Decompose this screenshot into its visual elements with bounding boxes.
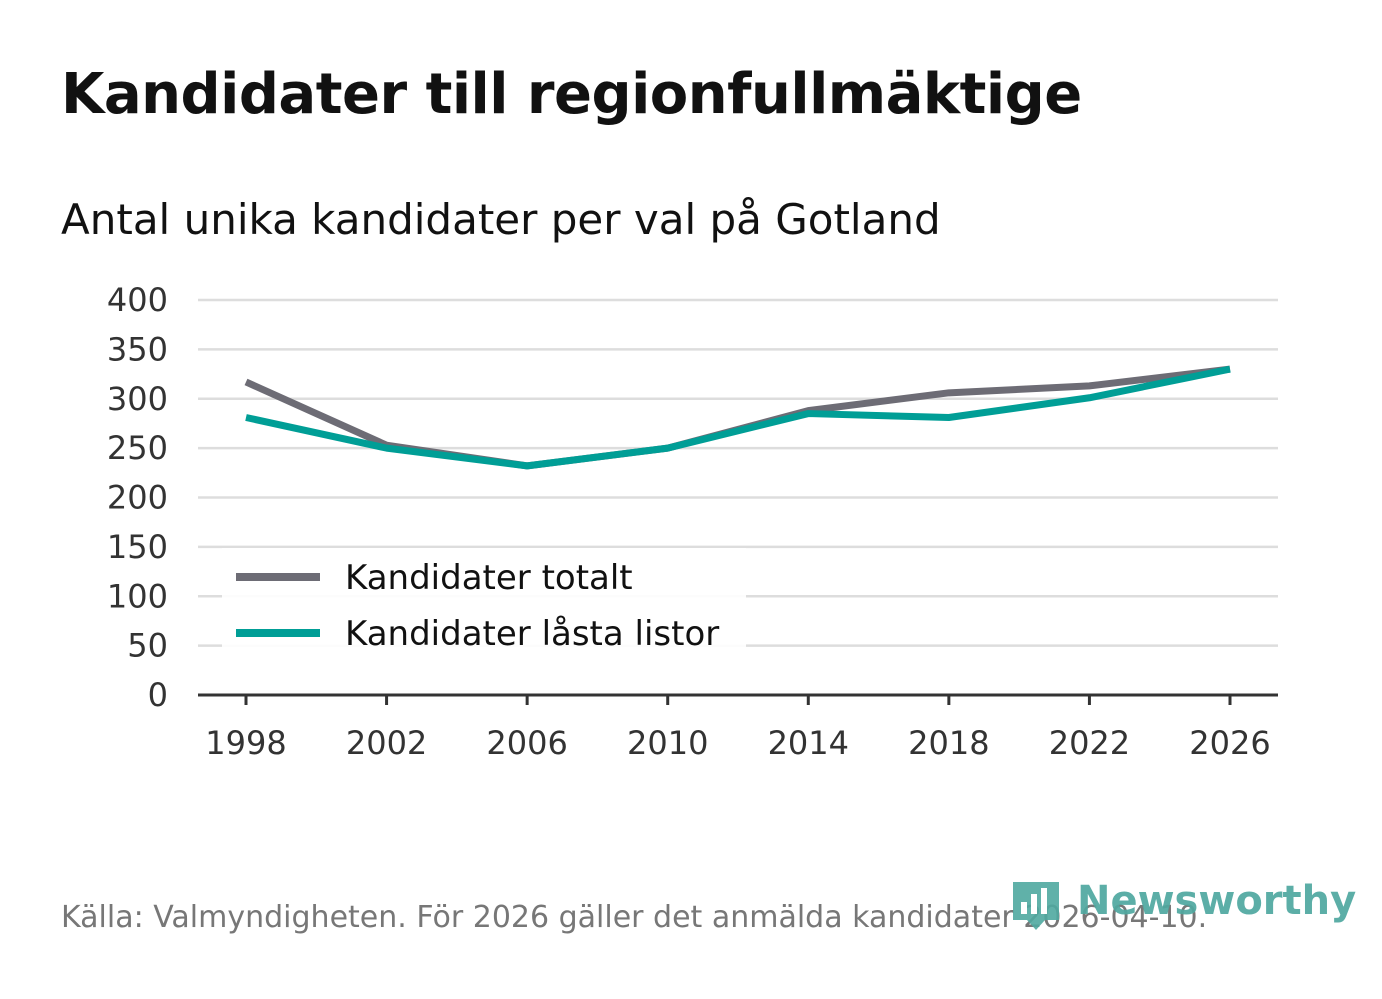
chart-title: Kandidater till regionfullmäktige [61,62,1082,127]
x-tick-label: 2022 [1049,724,1130,762]
x-tick-label: 2014 [768,724,849,762]
x-axis: 1998 2002 2006 2010 2014 2018 2022 2026 [198,693,1278,762]
legend-label: Kandidater totalt [345,558,633,598]
y-tick-label: 350 [107,330,168,368]
x-tick-label: 2010 [627,724,708,762]
legend-label: Kandidater låsta listor [345,614,719,654]
y-tick-label: 50 [127,627,168,665]
x-tick-label: 2002 [346,724,427,762]
series-lines [244,365,1231,470]
y-tick-label: 250 [107,429,168,467]
x-tick-label: 1998 [205,724,286,762]
line-chart: 0 50 100 150 200 250 300 350 400 1998 2002 2006 201… [107,281,1278,762]
bar-chart-icon [1013,882,1059,930]
x-tick-label: 2026 [1189,724,1270,762]
newsworthy-logo: Newsworthy [1011,878,1356,948]
y-tick-label: 100 [107,577,168,615]
y-axis-ticks: 0 50 100 150 200 250 300 350 400 [107,281,168,714]
legend: Kandidater totalt Kandidater låsta listor [222,548,746,654]
y-tick-label: 400 [107,281,168,319]
y-tick-label: 300 [107,380,168,418]
chart-subtitle: Antal unika kandidater per val på Gotlan… [61,195,941,244]
x-tick-label: 2006 [486,724,567,762]
x-tick-label: 2018 [908,724,989,762]
logo-wordmark: Newsworthy [1077,878,1357,924]
y-tick-label: 0 [148,676,168,714]
y-tick-label: 200 [107,479,168,517]
series-line-lasta-listor [245,365,1231,470]
y-tick-label: 150 [107,528,168,566]
